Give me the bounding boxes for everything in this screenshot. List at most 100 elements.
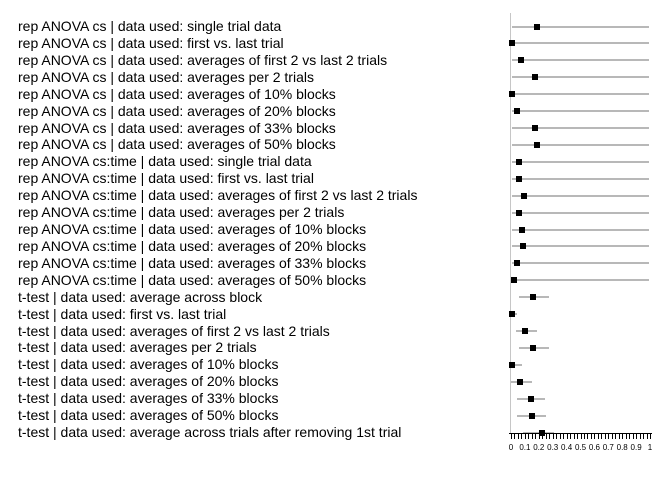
row-label: rep ANOVA cs | data used: averages of 33… bbox=[18, 119, 336, 136]
row-label: rep ANOVA cs | data used: averages of 50… bbox=[18, 136, 336, 153]
x-axis-tick-label: 1 bbox=[647, 443, 653, 452]
data-point-marker bbox=[508, 311, 515, 318]
x-axis-minor-tick bbox=[542, 434, 544, 439]
x-axis-minor-tick bbox=[587, 434, 589, 439]
x-axis-tick-label: 0.3 bbox=[547, 443, 559, 452]
x-axis-minor-tick bbox=[643, 434, 645, 439]
x-axis-minor-tick bbox=[632, 434, 634, 439]
x-axis-minor-tick bbox=[615, 434, 617, 439]
row-label: rep ANOVA cs:time | data used: averages … bbox=[18, 187, 418, 204]
x-axis-minor-tick bbox=[570, 434, 572, 439]
data-point-marker bbox=[509, 361, 516, 368]
x-axis-baseline bbox=[509, 433, 652, 434]
x-axis-minor-tick bbox=[521, 434, 523, 439]
data-point-marker bbox=[508, 91, 515, 98]
x-axis-minor-tick bbox=[528, 434, 530, 439]
x-axis-minor-tick bbox=[577, 434, 579, 439]
x-axis-minor-tick bbox=[622, 434, 624, 439]
x-axis-minor-tick bbox=[552, 434, 554, 439]
data-point-marker bbox=[515, 158, 522, 165]
data-point-marker bbox=[514, 108, 521, 115]
x-axis-minor-tick bbox=[629, 434, 631, 439]
x-axis-tick-label: 0.8 bbox=[616, 443, 628, 452]
x-axis-tick-label: 0.7 bbox=[602, 443, 614, 452]
error-bar bbox=[511, 59, 649, 62]
row-label: rep ANOVA cs:time | data used: averages … bbox=[18, 254, 367, 271]
row-label: t-test | data used: averages of 50% bloc… bbox=[18, 407, 279, 424]
row-label: rep ANOVA cs:time | data used: single tr… bbox=[18, 153, 312, 170]
row-label: t-test | data used: averages of 33% bloc… bbox=[18, 390, 279, 407]
x-axis-minor-tick bbox=[646, 434, 648, 439]
data-point-marker bbox=[515, 209, 522, 216]
x-axis-minor-tick bbox=[590, 434, 592, 439]
data-point-marker bbox=[531, 125, 538, 132]
x-axis-tick-label: 0.4 bbox=[561, 443, 573, 452]
x-axis-minor-tick bbox=[563, 434, 565, 439]
x-axis-minor-tick bbox=[566, 434, 568, 439]
row-label: rep ANOVA cs | data used: single trial d… bbox=[18, 18, 282, 34]
x-axis-minor-tick bbox=[611, 434, 613, 439]
x-axis-tick-label: 0.9 bbox=[630, 443, 642, 452]
x-axis-minor-tick bbox=[531, 434, 533, 439]
x-axis-minor-tick bbox=[545, 434, 547, 439]
row-label: rep ANOVA cs:time | data used: averages … bbox=[18, 237, 367, 254]
data-point-marker bbox=[538, 429, 545, 436]
row-label: rep ANOVA cs:time | data used: averages … bbox=[18, 204, 345, 221]
data-point-marker bbox=[519, 226, 526, 233]
x-axis-minor-tick bbox=[517, 434, 519, 439]
data-point-marker bbox=[528, 412, 535, 419]
data-point-marker bbox=[514, 260, 521, 267]
x-axis-minor-tick bbox=[549, 434, 551, 439]
row-label: t-test | data used: first vs. last trial bbox=[18, 305, 227, 322]
error-bar bbox=[522, 431, 555, 434]
row-label: rep ANOVA cs:time | data used: first vs.… bbox=[18, 170, 314, 187]
x-axis-minor-tick bbox=[511, 434, 512, 439]
error-bar bbox=[512, 76, 649, 79]
x-axis-minor-tick bbox=[514, 434, 516, 439]
data-point-marker bbox=[519, 243, 526, 250]
y-axis-line bbox=[510, 13, 511, 434]
row-label: rep ANOVA cs | data used: averages of 20… bbox=[18, 102, 336, 119]
error-bar bbox=[511, 177, 649, 180]
x-axis-tick-label: 0.5 bbox=[574, 443, 587, 452]
x-axis-minor-tick bbox=[608, 434, 610, 439]
x-axis-minor-tick bbox=[594, 434, 596, 439]
data-point-marker bbox=[517, 378, 524, 385]
error-bar bbox=[511, 160, 649, 163]
data-point-marker bbox=[532, 74, 539, 81]
x-axis-tick-label: 0 bbox=[508, 443, 514, 452]
data-point-marker bbox=[528, 395, 535, 402]
x-axis-minor-tick bbox=[650, 434, 651, 439]
x-axis-minor-tick bbox=[559, 434, 561, 439]
error-bar bbox=[511, 110, 649, 113]
data-point-marker bbox=[515, 175, 522, 182]
error-bar bbox=[511, 245, 649, 248]
row-label: t-test | data used: averages of 20% bloc… bbox=[18, 373, 279, 390]
error-bar bbox=[512, 143, 649, 146]
row-label: rep ANOVA cs | data used: averages per 2… bbox=[18, 68, 314, 85]
x-axis-tick-label: 0.2 bbox=[533, 443, 545, 452]
x-axis-minor-tick bbox=[636, 434, 638, 439]
row-label: rep ANOVA cs | data used: first vs. last… bbox=[18, 34, 284, 51]
error-bar bbox=[511, 228, 649, 231]
x-axis-minor-tick bbox=[618, 434, 620, 439]
error-bar bbox=[512, 127, 649, 130]
data-point-marker bbox=[510, 277, 517, 284]
data-point-marker bbox=[521, 192, 528, 199]
row-label: t-test | data used: averages per 2 trial… bbox=[18, 339, 257, 356]
row-label: t-test | data used: average across block bbox=[18, 288, 263, 305]
data-point-marker bbox=[508, 40, 515, 47]
row-label: rep ANOVA cs:time | data used: averages … bbox=[18, 271, 367, 288]
x-axis-minor-tick bbox=[538, 434, 540, 439]
row-label: rep ANOVA cs | data used: averages of fi… bbox=[18, 51, 388, 68]
row-label: t-test | data used: averages of 10% bloc… bbox=[18, 356, 279, 373]
error-bar bbox=[511, 279, 649, 282]
x-axis-minor-tick bbox=[625, 434, 627, 439]
x-axis-minor-tick bbox=[583, 434, 585, 439]
row-label: t-test | data used: average across trial… bbox=[18, 424, 402, 441]
data-point-marker bbox=[529, 344, 536, 351]
row-label: rep ANOVA cs | data used: averages of 10… bbox=[18, 85, 336, 102]
error-bar bbox=[511, 93, 649, 96]
data-point-marker bbox=[534, 23, 541, 30]
